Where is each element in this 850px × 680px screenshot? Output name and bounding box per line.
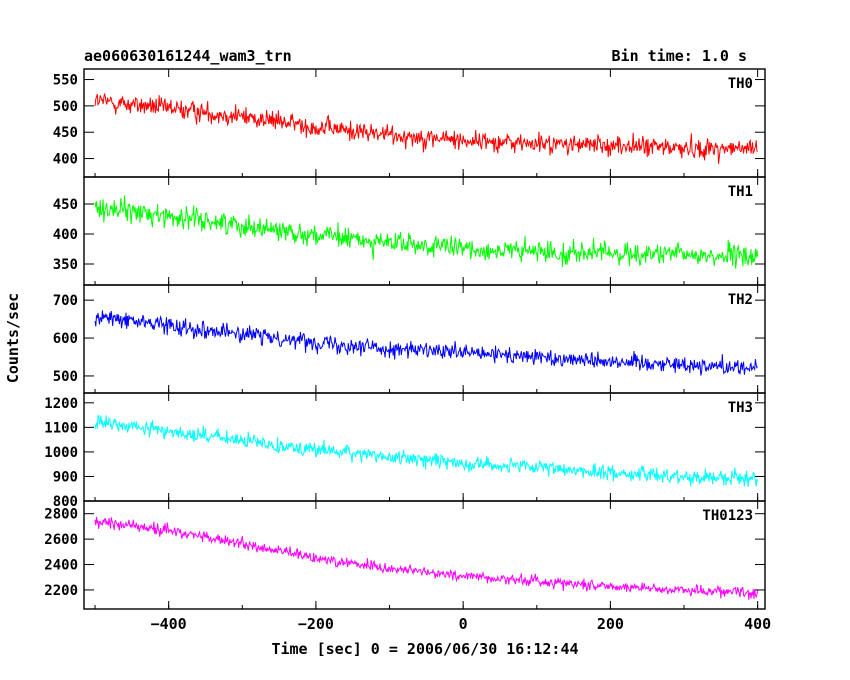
panels-group: 400 450 500 550 TH0 350 400 450 TH1 500 600 700 TH2 8…	[44, 68, 771, 633]
panel-frame	[83, 68, 766, 178]
panel-label: TH1	[728, 184, 753, 200]
panel-label: TH0123	[702, 508, 753, 524]
y-axis-label: Counts/sec	[4, 293, 22, 383]
panel-th0123: 2200 2400 2600 2800 TH0123	[44, 500, 766, 610]
y-tick-label: 350	[53, 257, 78, 273]
y-tick-label: 1200	[44, 396, 78, 412]
series-line-th2	[94, 310, 759, 376]
panel-th0: 400 450 500 550 TH0	[53, 68, 766, 178]
y-tick-label: 1100	[44, 420, 78, 436]
chart-title: ae060630161244_wam3_trn	[84, 47, 292, 65]
panel-frame	[83, 284, 766, 394]
panel-th1: 350 400 450 TH1	[53, 176, 766, 286]
series-line-th0	[94, 93, 758, 165]
y-tick-label: 2200	[44, 583, 78, 599]
y-tick-label: 400	[53, 152, 78, 168]
series-line-th1	[94, 195, 759, 269]
x-axis-label: Time [sec] 0 = 2006/06/30 16:12:44	[271, 640, 578, 658]
y-tick-label: 2800	[44, 507, 78, 523]
y-tick-label: 500	[53, 99, 78, 115]
y-tick-label: 450	[53, 125, 78, 141]
y-tick-label: 600	[53, 331, 78, 347]
y-tick-label: 500	[53, 369, 78, 385]
panel-frame	[83, 500, 766, 610]
panel-label: TH2	[728, 292, 753, 308]
y-tick-label: 400	[53, 227, 78, 243]
y-tick-label: 1000	[44, 445, 78, 461]
x-tick-label: 200	[597, 615, 624, 633]
panel-th3: 800 900 1000 1100 1200 TH3	[44, 392, 766, 510]
panel-th2: 500 600 700 TH2	[53, 284, 766, 394]
x-tick-label: −400	[151, 615, 187, 633]
panel-frame	[83, 392, 766, 502]
series-line-th3	[94, 414, 759, 488]
y-tick-label: 900	[53, 469, 78, 485]
panel-label: TH3	[728, 400, 753, 416]
y-tick-label: 2600	[44, 532, 78, 548]
y-tick-label: 550	[53, 73, 78, 89]
x-tick-label: −200	[298, 615, 334, 633]
x-tick-label: 400	[744, 615, 771, 633]
series-line-th0123	[94, 516, 759, 600]
y-tick-label: 700	[53, 293, 78, 309]
y-tick-label: 800	[53, 494, 78, 510]
panel-label: TH0	[728, 76, 753, 92]
y-tick-label: 2400	[44, 558, 78, 574]
bin-time-label: Bin time: 1.0 s	[612, 47, 747, 65]
y-tick-label: 450	[53, 197, 78, 213]
panel-frame	[83, 176, 766, 286]
x-tick-label: 0	[459, 615, 468, 633]
